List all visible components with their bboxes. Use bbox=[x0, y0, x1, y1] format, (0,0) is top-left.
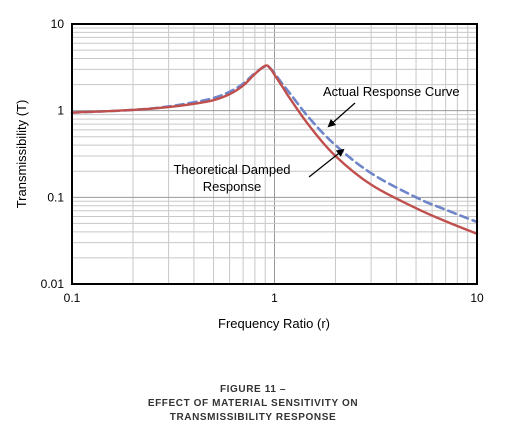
x-axis-label: Frequency Ratio (r) bbox=[218, 316, 330, 331]
y-axis-label: Transmissibility (T) bbox=[14, 100, 29, 209]
y-tick-label: 0.01 bbox=[41, 277, 65, 291]
theoretical-damped-response-curve bbox=[70, 64, 479, 235]
plot-frame bbox=[71, 23, 478, 285]
x-tick-label: 1 bbox=[271, 291, 278, 305]
figure-caption-line-3: TRANSMISSIBILITY RESPONSE bbox=[169, 412, 337, 423]
grid-lines bbox=[72, 24, 477, 284]
y-tick-label: 0.1 bbox=[47, 190, 64, 204]
annotation-theoretical-arrow bbox=[308, 148, 345, 178]
figure-caption-line-2: EFFECT OF MATERIAL SENSITIVITY ON bbox=[147, 398, 359, 409]
annotation-actual-response-arrow bbox=[327, 102, 356, 128]
figure-caption-line-1: FIGURE 11 – bbox=[219, 384, 287, 395]
annotation-theoretical-line-2: Response bbox=[203, 179, 262, 194]
x-tick-label: 10 bbox=[470, 291, 484, 305]
annotation-theoretical-line-1: Theoretical Damped bbox=[173, 162, 290, 177]
y-tick-label: 1 bbox=[57, 104, 64, 118]
series-group bbox=[70, 64, 479, 235]
y-tick-label: 10 bbox=[51, 17, 65, 31]
x-tick-label: 0.1 bbox=[64, 291, 81, 305]
annotation-actual-response-label: Actual Response Curve bbox=[323, 84, 460, 99]
